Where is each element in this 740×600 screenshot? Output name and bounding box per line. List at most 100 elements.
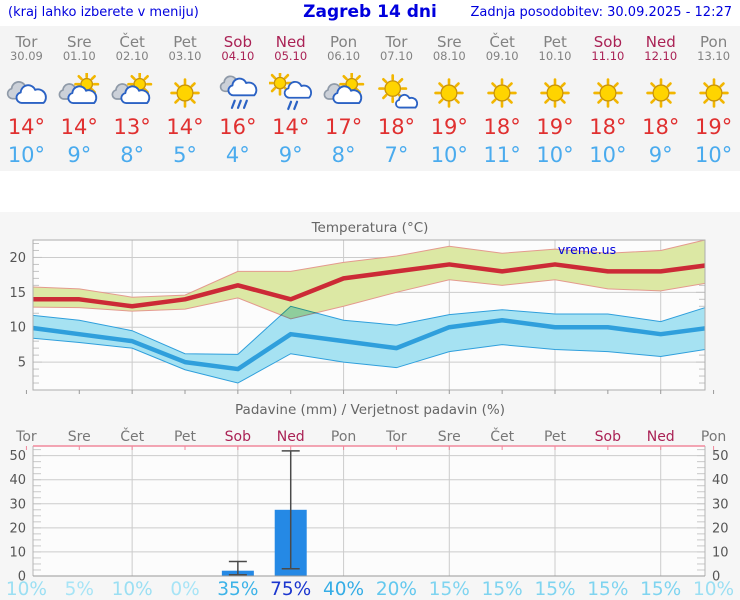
day-column-3: Čet 02.10 13° 8° bbox=[106, 26, 159, 171]
precip-day-label: Sob bbox=[595, 429, 621, 445]
day-date: 06.10 bbox=[327, 49, 361, 63]
precip-probability: 10% bbox=[112, 579, 153, 600]
watermark-link[interactable]: vreme.us bbox=[558, 242, 616, 257]
precip-probability: 15% bbox=[587, 579, 628, 600]
temp-max-band bbox=[33, 240, 705, 320]
partly-cloudy-icon bbox=[106, 73, 159, 113]
temp-max-line bbox=[33, 262, 705, 309]
day-column-5: Sob 04.10 16° 4° bbox=[211, 26, 264, 171]
temp-max-value: 14° bbox=[272, 115, 310, 139]
precip-probability: 75% bbox=[270, 579, 311, 600]
sun-shower-icon bbox=[264, 73, 317, 113]
sunny-icon bbox=[687, 73, 740, 113]
day-date: 09.10 bbox=[485, 49, 519, 63]
temp-max-value: 13° bbox=[113, 115, 151, 139]
precip-y-tick-left: 20 bbox=[9, 521, 26, 536]
temp-max-value: 17° bbox=[324, 115, 363, 139]
precip-chart-title: Padavine (mm) / Verjetnost padavin (%) bbox=[235, 402, 505, 418]
temp-min-value: 10° bbox=[694, 143, 733, 167]
last-updated: Zadnja posodobitev: 30.09.2025 - 12:27 bbox=[470, 5, 732, 20]
sunny-icon bbox=[581, 73, 634, 113]
day-name: Tor bbox=[15, 33, 38, 51]
partly-cloudy-icon bbox=[317, 73, 370, 113]
day-column-14: Pon 13.10 19° 10° bbox=[687, 26, 740, 171]
day-column-2: Sre 01.10 14° 9° bbox=[53, 26, 106, 171]
precip-day-label: Tor bbox=[385, 429, 407, 445]
temp-max-value: 19° bbox=[536, 115, 574, 139]
temp-min-value: 10° bbox=[7, 143, 46, 167]
temp-max-value: 19° bbox=[694, 115, 733, 139]
temp-max-value: 14° bbox=[166, 115, 204, 139]
day-date: 13.10 bbox=[697, 49, 731, 63]
precip-day-label: Pon bbox=[331, 429, 356, 445]
mostly-sunny-icon bbox=[370, 73, 423, 113]
temp-min-value: 9° bbox=[278, 143, 303, 167]
day-column-4: Pet 03.10 14° 5° bbox=[159, 26, 212, 171]
precip-probability: 15% bbox=[640, 579, 681, 600]
temp-min-value: 10° bbox=[536, 143, 574, 167]
precip-y-tick-left: 10 bbox=[9, 545, 26, 560]
day-date: 12.10 bbox=[644, 49, 678, 63]
precip-day-label: Sre bbox=[68, 429, 91, 445]
day-column-7: Pon 06.10 17° 8° bbox=[317, 26, 370, 171]
temp-min-value: 10° bbox=[430, 143, 468, 167]
day-name: Sre bbox=[437, 33, 462, 51]
precip-day-label: Pet bbox=[174, 429, 197, 445]
temp-min-value: 11° bbox=[483, 143, 521, 167]
temp-min-value: 7° bbox=[384, 143, 409, 167]
sunny-icon bbox=[529, 73, 582, 113]
day-name: Pet bbox=[173, 33, 197, 51]
day-date: 05.10 bbox=[274, 49, 308, 63]
temp-min-value: 9° bbox=[67, 143, 92, 167]
precip-day-label: Čet bbox=[490, 427, 514, 445]
day-name: Čet bbox=[489, 33, 515, 51]
precip-probability: 15% bbox=[534, 579, 575, 600]
day-name: Ned bbox=[645, 33, 676, 51]
temp-max-value: 16° bbox=[219, 115, 257, 139]
day-date: 10.10 bbox=[538, 49, 572, 63]
precip-probability: 40% bbox=[323, 579, 364, 600]
temp-y-tick: 15 bbox=[9, 286, 26, 301]
precip-probability: 0% bbox=[170, 579, 199, 600]
day-name: Pon bbox=[329, 33, 358, 51]
precip-day-label: Sob bbox=[225, 429, 251, 445]
day-date: 02.10 bbox=[115, 49, 149, 63]
precip-y-tick-left: 50 bbox=[9, 449, 26, 464]
precip-y-tick-right: 30 bbox=[712, 497, 729, 512]
precip-probability: 20% bbox=[376, 579, 417, 600]
precip-y-tick-right: 0 bbox=[712, 570, 720, 585]
temp-min-value: 4° bbox=[225, 143, 250, 167]
temp-y-tick: 5 bbox=[18, 356, 26, 371]
day-column-11: Pet 10.10 19° 10° bbox=[529, 26, 582, 171]
page-title: Zagreb 14 dni bbox=[303, 2, 437, 22]
temp-max-value: 18° bbox=[642, 115, 680, 139]
temp-min-value: 5° bbox=[173, 143, 197, 167]
precip-probability: 5% bbox=[65, 579, 94, 600]
day-date: 01.10 bbox=[62, 49, 96, 63]
precip-probability: 10% bbox=[6, 579, 47, 600]
day-column-6: Ned 05.10 14° 9° bbox=[264, 26, 317, 171]
cloudy-icon bbox=[0, 73, 53, 113]
sunny-icon bbox=[423, 73, 476, 113]
temp-max-value: 18° bbox=[483, 115, 521, 139]
precip-probability: 15% bbox=[429, 579, 470, 600]
precip-y-tick-left: 30 bbox=[9, 497, 26, 512]
precip-day-label: Pon bbox=[701, 429, 726, 445]
precip-probability: 35% bbox=[217, 579, 258, 600]
sunny-icon bbox=[476, 73, 529, 113]
precipitation-chart: Padavine (mm) / Verjetnost padavin (%) To… bbox=[6, 402, 734, 600]
temp-y-tick: 10 bbox=[9, 321, 26, 336]
temp-y-tick: 20 bbox=[9, 251, 26, 266]
day-date: 07.10 bbox=[379, 49, 413, 63]
day-column-13: Ned 12.10 18° 9° bbox=[634, 26, 687, 171]
temperature-chart: Temperatura (°C) 5 10 15 20 vreme.us bbox=[9, 220, 715, 394]
day-date: 04.10 bbox=[221, 49, 255, 63]
temp-min-value: 9° bbox=[648, 143, 673, 167]
temp-max-value: 14° bbox=[60, 115, 98, 139]
day-name: Ned bbox=[275, 33, 306, 51]
precip-day-label: Sre bbox=[438, 429, 461, 445]
temp-max-value: 18° bbox=[589, 115, 627, 139]
temp-max-value: 19° bbox=[430, 115, 468, 139]
partly-cloudy-icon bbox=[53, 73, 106, 113]
day-name: Sre bbox=[66, 33, 92, 51]
